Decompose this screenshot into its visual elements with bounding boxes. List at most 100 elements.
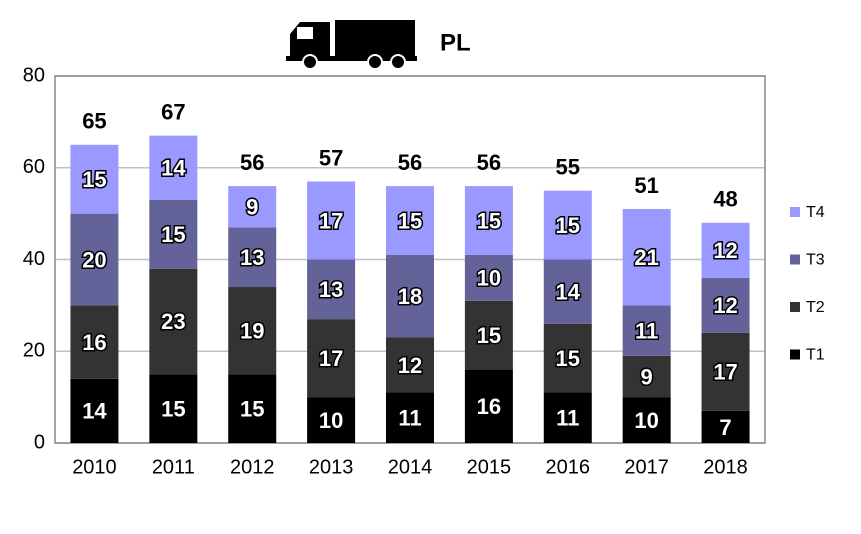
bar-segment xyxy=(149,268,198,375)
value-label: 13 xyxy=(319,277,343,302)
x-tick-label: 2016 xyxy=(546,456,591,478)
bar-segment xyxy=(543,190,592,260)
total-label: 51 xyxy=(634,173,658,198)
x-tick-label: 2017 xyxy=(624,456,669,478)
x-tick-label: 2013 xyxy=(309,456,354,478)
truck-icon xyxy=(286,20,417,70)
bar-segment xyxy=(543,392,592,443)
value-label: 23 xyxy=(161,309,185,334)
value-label: 15 xyxy=(477,208,501,233)
value-label: 15 xyxy=(556,346,580,371)
value-label: 17 xyxy=(713,360,737,385)
value-label: 17 xyxy=(319,208,343,233)
bar-segment xyxy=(70,144,119,214)
y-tick-label: 20 xyxy=(23,340,45,362)
value-label: 12 xyxy=(713,238,737,263)
legend-label: T2 xyxy=(806,299,825,316)
bar-segment xyxy=(543,259,592,324)
x-tick-label: 2012 xyxy=(230,456,275,478)
value-label: 20 xyxy=(82,247,106,272)
value-label: 17 xyxy=(319,346,343,371)
value-label: 9 xyxy=(641,364,653,389)
value-label: 14 xyxy=(556,279,581,304)
value-label: 10 xyxy=(319,408,343,433)
value-label: 19 xyxy=(240,318,264,343)
bar-segment xyxy=(386,392,434,443)
y-tick-label: 60 xyxy=(23,156,45,178)
total-label: 67 xyxy=(161,99,185,124)
value-label: 11 xyxy=(635,318,658,343)
y-tick-label: 80 xyxy=(23,64,45,86)
value-label: 15 xyxy=(240,396,264,421)
value-label: 15 xyxy=(398,208,422,233)
value-label: 15 xyxy=(161,396,185,421)
value-label: 12 xyxy=(398,353,422,378)
bar-segment xyxy=(622,305,671,356)
legend-label: T1 xyxy=(806,347,825,364)
bar-segment xyxy=(701,332,750,411)
bar-segment xyxy=(149,199,198,269)
bar-segment xyxy=(307,181,356,260)
bar-segment xyxy=(228,186,277,228)
bar-segment xyxy=(307,397,356,443)
y-tick-label: 0 xyxy=(34,431,45,453)
total-label: 56 xyxy=(477,150,501,175)
total-label: 65 xyxy=(82,109,106,134)
y-tick-label: 40 xyxy=(23,248,45,270)
bar-segment xyxy=(464,254,513,301)
value-label: 15 xyxy=(161,222,185,247)
total-label: 57 xyxy=(319,145,343,170)
bar-segment xyxy=(228,374,277,443)
legend-swatch xyxy=(790,254,800,265)
x-tick-label: 2010 xyxy=(72,456,117,478)
bar-segment xyxy=(149,374,198,443)
x-tick-label: 2018 xyxy=(703,456,748,478)
value-label: 18 xyxy=(398,284,422,309)
value-label: 13 xyxy=(240,245,264,270)
value-label: 16 xyxy=(82,330,106,355)
total-label: 56 xyxy=(398,150,422,175)
bar-segment xyxy=(228,287,277,375)
value-label: 15 xyxy=(82,167,106,192)
value-label: 12 xyxy=(713,293,737,318)
bar-segment xyxy=(386,337,434,393)
bar-segment xyxy=(386,186,434,255)
bar-segment xyxy=(701,222,750,278)
total-label: 48 xyxy=(713,187,737,212)
value-label: 10 xyxy=(477,266,501,291)
bar-segment xyxy=(149,135,198,200)
value-label: 16 xyxy=(477,394,501,419)
value-label: 10 xyxy=(634,408,658,433)
bar-segment xyxy=(464,186,513,255)
bar-segment xyxy=(701,410,750,443)
legend-label: T3 xyxy=(806,252,825,269)
bar-segment xyxy=(622,397,671,443)
x-tick-label: 2014 xyxy=(388,456,433,478)
value-label: 14 xyxy=(82,399,107,424)
x-tick-label: 2011 xyxy=(152,456,195,478)
value-label: 15 xyxy=(477,323,501,348)
legend-swatch xyxy=(790,349,800,360)
value-label: 14 xyxy=(161,156,186,181)
legend-label: T4 xyxy=(806,204,825,221)
value-label: 9 xyxy=(246,195,258,220)
bar-segment xyxy=(464,300,513,370)
bar-segment xyxy=(307,259,356,320)
legend-swatch xyxy=(790,302,800,312)
bar-segment xyxy=(543,323,592,393)
value-label: 7 xyxy=(719,415,731,440)
bar-segment xyxy=(622,355,671,398)
total-label: 56 xyxy=(240,150,264,175)
value-label: 21 xyxy=(634,245,658,270)
bar-segment xyxy=(386,254,434,338)
x-tick-label: 2015 xyxy=(467,456,512,478)
bar-segment xyxy=(622,209,671,306)
bar-segment xyxy=(70,305,119,379)
bar-segment xyxy=(70,378,119,443)
legend-swatch xyxy=(790,207,800,217)
chart-title: PL xyxy=(440,29,471,56)
bar-segment xyxy=(307,319,356,398)
value-label: 11 xyxy=(556,406,579,431)
bar-segment xyxy=(464,369,513,443)
